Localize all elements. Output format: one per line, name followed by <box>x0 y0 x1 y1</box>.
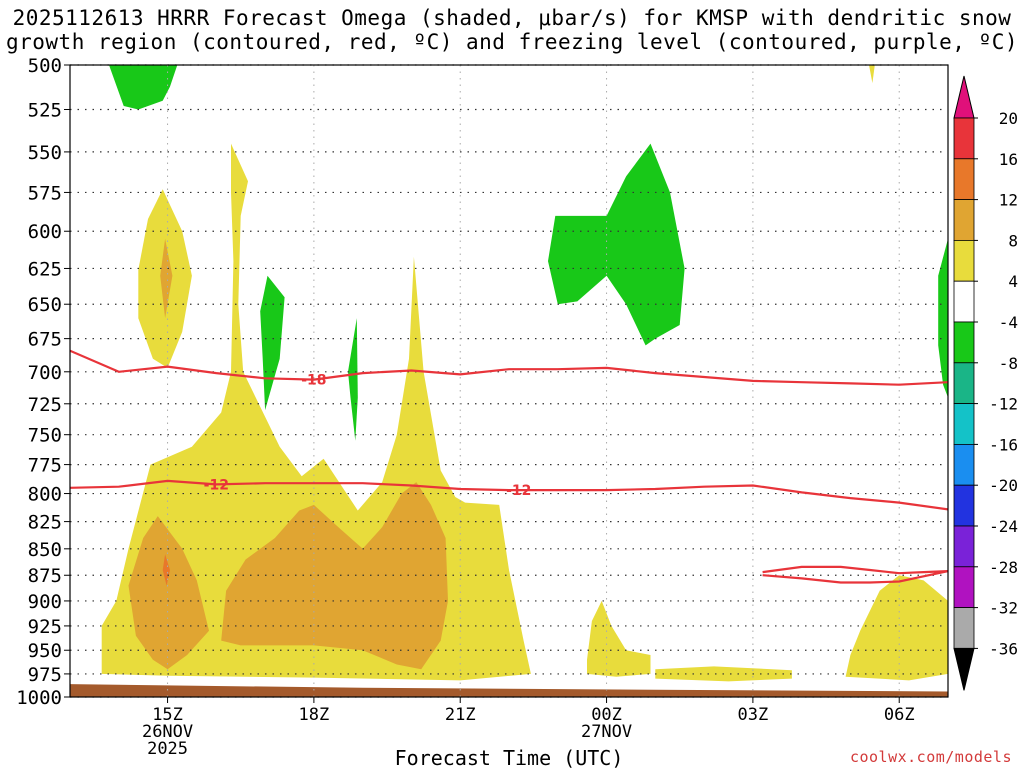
colorbar-bin-10 <box>953 525 975 568</box>
axes: 500 525 550 575 600 625 650 675 700 725 750 775 800 8… <box>16 55 949 768</box>
x-tick-label-00Z: 00Z <box>591 705 622 725</box>
colorbar-label-7: -12 <box>989 395 1018 414</box>
x-tick-date-00Z: 27NOV <box>581 722 632 742</box>
colorbar-bin-7 <box>953 403 975 445</box>
colorbar-bin-4 <box>953 280 975 323</box>
x-axis-label: Forecast Time (UTC) <box>395 746 624 768</box>
y-tick-label-925: 925 <box>28 616 62 638</box>
y-tick-label-825: 825 <box>28 512 62 534</box>
yellow-omega-right <box>845 575 948 681</box>
colorbar-top-arrow <box>953 75 975 119</box>
colorbar-label-3: 8 <box>1008 231 1018 250</box>
contour-line-1 <box>70 479 948 511</box>
green-omega-center <box>548 143 685 346</box>
colorbar-label-9: -20 <box>989 476 1018 495</box>
omega-colorbar: 20 16 12 8 4 -4 -8 -12 -16 -20 -24 -28 -32 -36 <box>953 75 1018 691</box>
green-omega-top-left <box>109 65 178 110</box>
x-tick-label-03Z: 03Z <box>738 705 769 725</box>
colorbar-bin-11 <box>953 566 975 608</box>
y-tick-label-525: 525 <box>28 99 62 121</box>
colorbar-label-12: -32 <box>989 599 1018 618</box>
x-tick-label-06Z: 06Z <box>884 705 915 725</box>
y-tick-label-500: 500 <box>28 55 62 77</box>
y-tick-label-850: 850 <box>28 539 62 561</box>
contour-line-0 <box>70 349 948 386</box>
colorbar-bin-9 <box>953 484 975 527</box>
omega-shaded-regions <box>70 65 948 697</box>
colorbar-label-8: -16 <box>989 435 1018 454</box>
ground-terrain <box>70 684 948 697</box>
contour-label-1: -12 <box>204 477 229 493</box>
green-omega-narrow <box>348 318 358 441</box>
chart-title-line-2: growth region (contoured, red, ºC) and f… <box>5 30 1019 54</box>
x-tick-date-15Z: 26NOV <box>142 722 193 742</box>
y-tick-label-775: 775 <box>28 455 62 477</box>
orange-omega-left-blob <box>128 516 209 670</box>
watermark: coolwx.com/models <box>849 748 1012 766</box>
chart-title-line-1: 2025112613 HRRR Forecast Omega (shaded, … <box>12 6 1012 30</box>
contour-label-0: -18 <box>301 373 326 389</box>
red-orange-omega-core <box>162 554 170 586</box>
contour-line-2 <box>762 565 948 584</box>
y-tick-label-875: 875 <box>28 565 62 587</box>
colorbar-bin-12 <box>953 607 975 649</box>
y-tick-label-800: 800 <box>28 484 62 506</box>
colorbar-label-5: -4 <box>999 313 1018 332</box>
y-tick-label-575: 575 <box>28 182 62 204</box>
y-tick-label-625: 625 <box>28 258 62 280</box>
colorbar-label-13: -36 <box>989 639 1018 658</box>
colorbar-label-0: 20 <box>999 109 1018 128</box>
colorbar-bin-1 <box>953 158 975 201</box>
x-tick-label-15Z: 15Z <box>152 705 183 725</box>
y-tick-label-725: 725 <box>28 394 62 416</box>
colorbar-label-10: -24 <box>989 517 1018 536</box>
colorbar-bin-3 <box>953 239 975 282</box>
temperature-contours: -18 -12 -12 <box>70 349 948 584</box>
y-tick-label-1000: 1000 <box>16 687 62 709</box>
y-tick-label-675: 675 <box>28 329 62 351</box>
colorbar-bin-8 <box>953 443 975 486</box>
y-tick-label-950: 950 <box>28 640 62 662</box>
colorbar-label-1: 16 <box>999 150 1018 169</box>
plot-frame <box>69 64 949 698</box>
y-tick-label-600: 600 <box>28 221 62 243</box>
colorbar-bin-0 <box>953 117 975 160</box>
x-tick-label-21Z: 21Z <box>445 705 476 725</box>
orange-omega-middle-blob <box>221 482 448 670</box>
colorbar-bin-2 <box>953 199 975 241</box>
x-tick-label-18Z: 18Z <box>299 705 330 725</box>
y-tick-label-975: 975 <box>28 664 62 686</box>
y-tick-label-650: 650 <box>28 294 62 316</box>
colorbar-bottom-arrow <box>953 647 975 691</box>
gridlines <box>70 64 948 698</box>
yellow-omega-small-bottom <box>587 600 651 677</box>
green-omega-left-small <box>260 275 285 411</box>
y-tick-label-750: 750 <box>28 425 62 447</box>
y-tick-label-550: 550 <box>28 142 62 164</box>
contour-label-1b: -12 <box>506 483 531 499</box>
x-tick-year-15Z: 2025 <box>147 739 188 759</box>
colorbar-bin-5 <box>953 321 975 364</box>
green-omega-right-edge <box>938 238 948 398</box>
colorbar-label-4: 4 <box>1008 272 1018 291</box>
colorbar-label-6: -8 <box>999 354 1018 373</box>
orange-omega-upper-left <box>160 238 173 319</box>
colorbar-label-2: 12 <box>999 191 1018 210</box>
y-tick-label-900: 900 <box>28 591 62 613</box>
colorbar-bin-6 <box>953 362 975 404</box>
colorbar-label-11: -28 <box>989 558 1018 577</box>
y-tick-label-700: 700 <box>28 362 62 384</box>
yellow-omega-top-tick <box>869 65 875 84</box>
